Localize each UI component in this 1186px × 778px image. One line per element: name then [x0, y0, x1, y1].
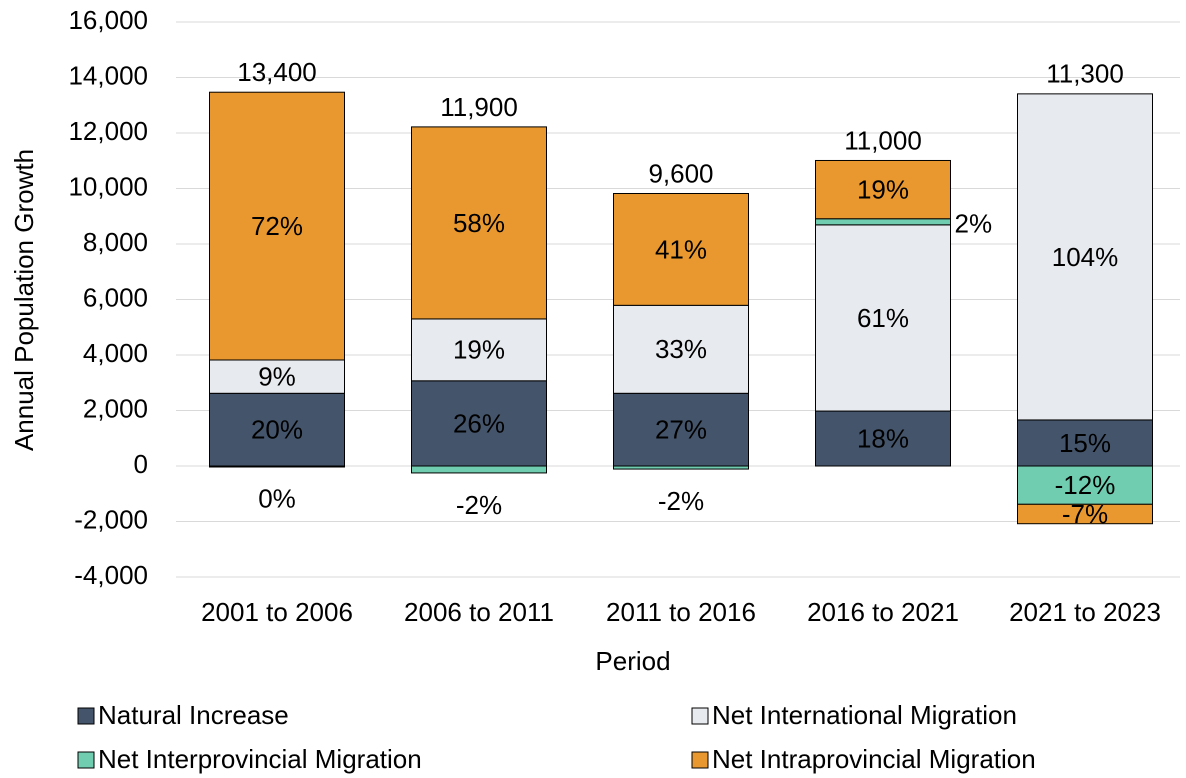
segment-label: 72% — [251, 211, 303, 241]
y-tick-label: 10,000 — [68, 171, 148, 201]
bar-segment — [815, 410, 951, 467]
segment-label: 33% — [655, 334, 707, 364]
bar-segment — [1017, 465, 1153, 505]
bar-segment — [209, 465, 345, 468]
x-tick-label: 2016 to 2021 — [807, 597, 959, 627]
legend-swatch — [77, 751, 95, 769]
legend-label: Natural Increase — [98, 700, 289, 730]
legend-swatch — [691, 751, 709, 769]
y-axis-title: Annual Population Growth — [9, 149, 39, 451]
x-tick-label: 2021 to 2023 — [1009, 597, 1161, 627]
bar-segment — [209, 359, 345, 394]
segment-label: -2% — [658, 486, 704, 516]
segment-label: 2% — [955, 209, 993, 239]
x-axis-title: Period — [595, 646, 670, 676]
bar-segment — [613, 192, 749, 306]
total-label: 11,000 — [844, 125, 922, 155]
segment-label: -2% — [456, 490, 502, 520]
bar-segment — [613, 304, 749, 394]
legend-label: Net International Migration — [712, 700, 1017, 730]
y-tick-label: 8,000 — [83, 227, 148, 257]
y-tick-label: -2,000 — [74, 504, 148, 534]
bar-segment — [411, 126, 547, 320]
bar-segment — [815, 224, 951, 412]
bar-segment — [613, 392, 749, 467]
legend-label: Net Intraprovincial Migration — [712, 744, 1036, 774]
segment-label: -12% — [1055, 470, 1116, 500]
bar-segment — [1017, 503, 1153, 525]
y-tick-label: -4,000 — [74, 560, 148, 590]
segment-label: 104% — [1052, 242, 1119, 272]
segment-label: 9% — [258, 362, 296, 392]
total-label: 13,400 — [237, 57, 317, 87]
y-tick-label: 6,000 — [83, 282, 148, 312]
segment-label: 19% — [453, 335, 505, 365]
segment-label: 41% — [655, 234, 707, 264]
segment-label: 15% — [1059, 428, 1111, 458]
legend-swatch — [691, 707, 709, 725]
bar-segment — [209, 392, 345, 467]
segment-label: 27% — [655, 415, 707, 445]
x-tick-label: 2006 to 2011 — [404, 597, 554, 627]
y-tick-label: 16,000 — [68, 5, 148, 35]
segment-label: 0% — [258, 484, 296, 514]
segment-label: 19% — [857, 174, 909, 204]
segment-label: 20% — [251, 415, 303, 445]
bar-segment — [613, 465, 749, 470]
legend-label: Net Interprovincial Migration — [98, 744, 422, 774]
total-label: 11,900 — [440, 92, 518, 122]
bar-segment — [209, 91, 345, 361]
segment-label: 18% — [857, 423, 909, 453]
bar-segment — [411, 380, 547, 467]
y-tick-label: 14,000 — [68, 60, 148, 90]
bar-segment — [411, 318, 547, 382]
bar-segment — [815, 218, 951, 226]
total-label: 9,600 — [648, 158, 713, 188]
x-tick-label: 2001 to 2006 — [201, 597, 353, 627]
y-tick-label: 4,000 — [83, 338, 148, 368]
bar-segment — [815, 159, 951, 220]
y-tick-label: 2,000 — [83, 393, 148, 423]
segment-label: 26% — [453, 408, 505, 438]
segment-label: -7% — [1062, 499, 1108, 529]
segment-label: 58% — [453, 208, 505, 238]
x-tick-label: 2011 to 2016 — [606, 597, 756, 627]
bar-segment — [1017, 419, 1153, 467]
legend-swatch — [77, 707, 95, 725]
bar-segment — [411, 465, 547, 474]
y-tick-label: 0 — [134, 449, 148, 479]
bar-segment — [1017, 93, 1153, 421]
segment-label: 61% — [857, 303, 909, 333]
y-tick-label: 12,000 — [68, 116, 148, 146]
total-label: 11,300 — [1046, 59, 1124, 89]
